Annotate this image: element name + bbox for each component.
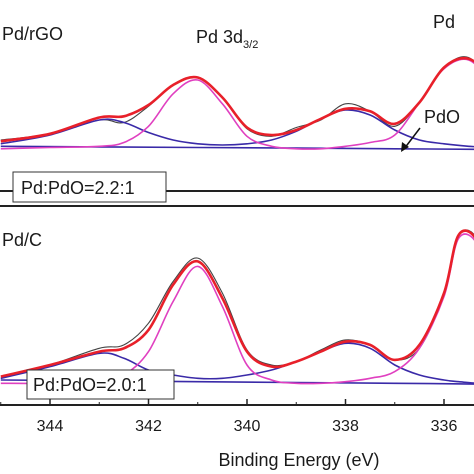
top-pdo-component-line [0,109,474,148]
x-tick-label-344: 344 [37,418,64,435]
x-axis: 344 342 340 338 336 [0,399,458,435]
top-ratio-box [12,171,167,203]
x-tick-label-342: 342 [135,418,162,435]
x-tick-label-340: 340 [234,418,261,435]
pd-3d32-annotation: Pd 3d3/2 [196,27,258,51]
top-pd-component-line [0,58,474,150]
top-ratio-label: Pd:PdO=2.2:1 [21,178,135,198]
bottom-pd-component-line [0,233,474,385]
bottom-panel-label: Pd/C [2,230,42,250]
x-tick-label-336: 336 [431,418,458,435]
top-envelope-line [0,56,474,143]
pdo-annotation: PdO [424,107,460,127]
x-axis-label: Binding Energy (eV) [218,450,379,470]
top-panel-label: Pd/rGO [2,24,63,44]
top-panel-frame [0,190,474,192]
top-panel-plot [0,56,474,151]
bottom-ratio-box [26,369,175,400]
pdo-arrow-head [401,142,409,152]
bottom-ratio-label: Pd:PdO=2.0:1 [33,375,147,395]
bottom-envelope-line [0,229,474,378]
bottom-panel-plot [0,229,474,385]
bottom-panel-frame [0,205,474,406]
pd-annotation: Pd [433,12,455,32]
bottom-raw-line [0,229,474,379]
x-tick-label-338: 338 [332,418,359,435]
